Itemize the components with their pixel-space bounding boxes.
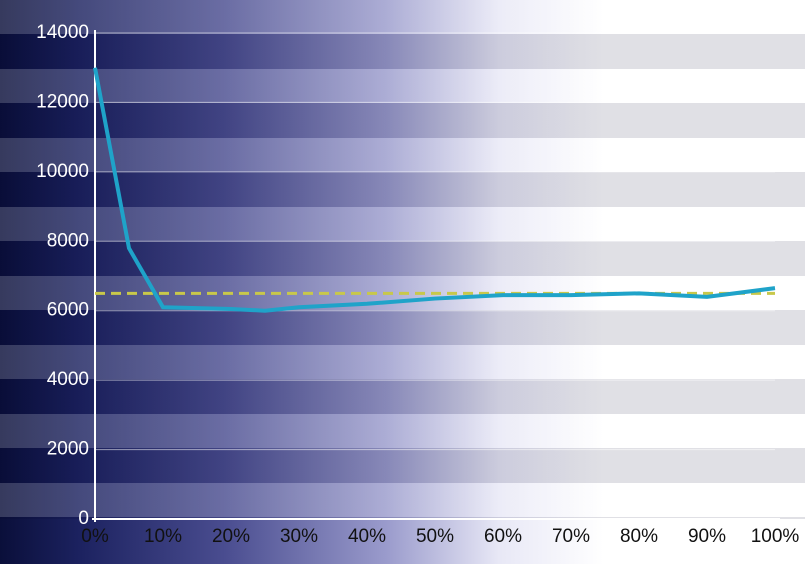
y-tick-label: 6000 — [47, 300, 89, 321]
x-tick-label: 60% — [484, 526, 522, 547]
x-tick-label: 80% — [620, 526, 658, 547]
x-tick-label: 30% — [280, 526, 318, 547]
y-tick-label: 14000 — [36, 22, 89, 43]
y-tick-label: 8000 — [47, 230, 89, 251]
x-tick-label: 50% — [416, 526, 454, 547]
x-tick-label: 0% — [81, 526, 109, 547]
x-tick-label: 100% — [751, 526, 800, 547]
y-tick-label: 0 — [78, 508, 89, 529]
x-tick-label: 90% — [688, 526, 726, 547]
y-tick-label: 10000 — [36, 161, 89, 182]
y-tick-label: 2000 — [47, 439, 89, 460]
y-tick-label: 12000 — [36, 91, 89, 112]
x-tick-label: 10% — [144, 526, 182, 547]
x-tick-label: 70% — [552, 526, 590, 547]
line — [93, 67, 776, 313]
y-tick-label: 4000 — [47, 369, 89, 390]
x-tick-label: 40% — [348, 526, 386, 547]
x-tick-label: 20% — [212, 526, 250, 547]
